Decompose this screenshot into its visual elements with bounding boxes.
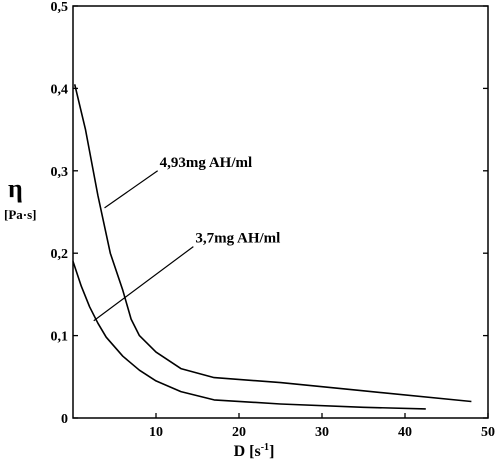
y-tick-label: 0 xyxy=(61,412,68,427)
y-tick-label: 0,2 xyxy=(51,247,69,262)
y-tick-label: 0,1 xyxy=(51,330,69,345)
x-tick-label: 40 xyxy=(398,425,412,440)
y-tick-label: 0,4 xyxy=(51,82,69,97)
series-line-2 xyxy=(72,261,426,410)
y-axis-label-unit: [Pa·s] xyxy=(4,207,37,222)
x-axis-label: D [s-1] xyxy=(234,442,275,460)
annotation-leader-2 xyxy=(93,246,194,322)
annotation-label-2: 3,7mg AH/ml xyxy=(195,231,280,247)
x-tick-label: 10 xyxy=(149,425,163,440)
x-tick-label: 50 xyxy=(481,425,495,440)
y-tick-label: 0,5 xyxy=(51,0,69,15)
annotation-leader-1 xyxy=(104,170,159,209)
y-tick-label: 0,3 xyxy=(51,165,69,180)
x-tick-label: 20 xyxy=(232,425,246,440)
annotation-label-1: 4,93mg AH/ml xyxy=(160,155,253,171)
x-tick-label: 30 xyxy=(315,425,329,440)
y-axis-label-symbol: η xyxy=(8,174,23,203)
series-line-1 xyxy=(73,84,472,403)
plot-frame xyxy=(72,5,489,419)
